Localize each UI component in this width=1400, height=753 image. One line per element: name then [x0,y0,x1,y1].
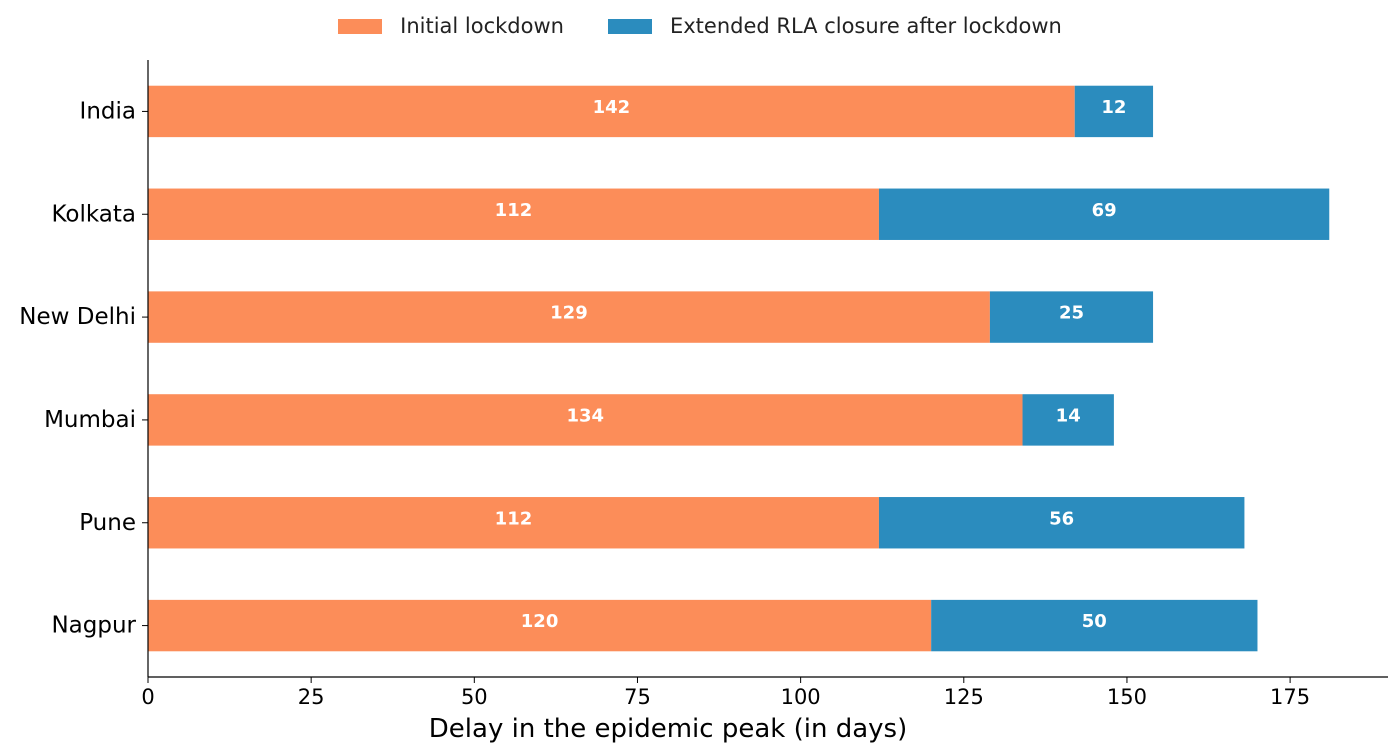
x-tick-label-125: 125 [944,685,984,709]
x-axis-title: Delay in the epidemic peak (in days) [429,714,907,744]
x-tick-label-0: 0 [141,685,154,709]
bar-new-delhi-extended-rla-closure-after-lockdown [989,291,1154,343]
x-tick-label-150: 150 [1107,685,1147,709]
bar-mumbai-initial-lockdown [148,394,1023,446]
y-tick-label-pune: Pune [79,510,136,536]
x-tick-label-25: 25 [298,685,325,709]
y-tick-label-nagpur: Nagpur [51,613,136,639]
data-label-pune-extended-rla-closure-after-lockdown: 56 [1049,508,1074,529]
x-tick-label-75: 75 [624,685,651,709]
legend-item-initial-lockdown: Initial lockdown [338,14,564,38]
data-label-mumbai-extended-rla-closure-after-lockdown: 14 [1056,405,1081,426]
bar-pune-initial-lockdown [148,497,879,549]
bar-india-initial-lockdown [148,85,1075,138]
data-label-new-delhi-initial-lockdown: 129 [550,303,588,324]
x-tick-label-100: 100 [781,685,821,709]
data-label-kolkata-initial-lockdown: 112 [495,200,533,221]
data-label-nagpur-initial-lockdown: 120 [521,611,559,632]
bar-nagpur-initial-lockdown [148,599,932,652]
data-label-kolkata-extended-rla-closure-after-lockdown: 69 [1092,200,1117,221]
chart-legend: Initial lockdown Extended RLA closure af… [0,14,1400,38]
data-labels-layer: 142 12 112 69 129 25 134 14 112 56 120 50 [495,97,1127,632]
data-label-new-delhi-extended-rla-closure-after-lockdown: 25 [1059,303,1084,324]
bar-mumbai-extended-rla-closure-after-lockdown [1022,394,1114,446]
y-tick-label-india: India [80,98,136,124]
x-tick-label-175: 175 [1270,685,1310,709]
bar-kolkata-extended-rla-closure-after-lockdown [878,188,1330,240]
bars-layer [148,85,1330,652]
data-label-india-extended-rla-closure-after-lockdown: 12 [1101,97,1126,118]
legend-swatch-extended-rla-closure [607,18,652,34]
y-tick-label-new-delhi: New Delhi [19,304,136,330]
x-tick-label-50: 50 [461,685,488,709]
bar-pune-extended-rla-closure-after-lockdown [878,497,1245,549]
legend-label-initial-lockdown: Initial lockdown [400,14,564,38]
y-tick-label-kolkata: Kolkata [51,201,136,227]
data-label-mumbai-initial-lockdown: 134 [566,405,604,426]
bar-india-extended-rla-closure-after-lockdown [1074,85,1154,138]
data-label-nagpur-extended-rla-closure-after-lockdown: 50 [1082,611,1107,632]
data-label-india-initial-lockdown: 142 [593,97,631,118]
legend-label-extended-rla-closure: Extended RLA closure after lockdown [669,14,1062,38]
legend-swatch-initial-lockdown [338,18,383,34]
bar-new-delhi-initial-lockdown [148,291,990,343]
bar-nagpur-extended-rla-closure-after-lockdown [931,599,1258,652]
data-label-pune-initial-lockdown: 112 [495,508,533,529]
bar-kolkata-initial-lockdown [148,188,879,240]
y-tick-label-mumbai: Mumbai [44,407,136,433]
axes-layer: India Kolkata New Delhi Mumbai Pune Nagpur 0 25… [19,60,1388,744]
legend-item-extended-rla-closure: Extended RLA closure after lockdown [607,14,1062,38]
